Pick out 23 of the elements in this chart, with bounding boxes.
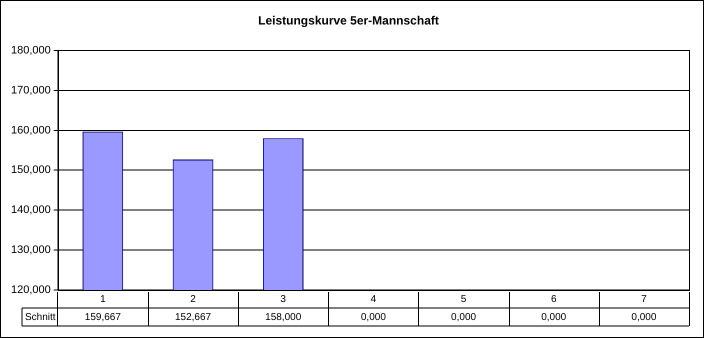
x-tick-label: 6: [550, 294, 557, 305]
y-tick-label: 170,000: [10, 84, 51, 96]
y-tick-label: 150,000: [10, 164, 51, 176]
x-tick-label: 3: [280, 294, 286, 305]
y-tick-label: 120,000: [10, 284, 51, 296]
y-tick-label: 130,000: [10, 244, 51, 256]
y-tick-label: 160,000: [10, 124, 51, 136]
chart-title: Leistungskurve 5er-Mannschaft: [258, 14, 439, 28]
x-tick-label: 7: [641, 294, 648, 305]
text: 0,000: [541, 312, 566, 323]
data-label: 159,667: [84, 312, 122, 323]
y-tick-label: 180,000: [10, 44, 51, 56]
text: 0,000: [631, 312, 656, 323]
x-tick-label: 1: [100, 294, 106, 305]
x-tick-label: 5: [460, 294, 467, 305]
data-label: 158,000: [265, 312, 302, 323]
x-tick-label: 2: [190, 294, 196, 305]
y-tick-label: 140,000: [10, 204, 51, 216]
x-tick-label: 4: [370, 294, 377, 305]
text: Schnitt: [25, 312, 56, 323]
data-label: 152,667: [174, 312, 212, 323]
text: 0,000: [360, 312, 386, 323]
text: 0,000: [451, 312, 476, 323]
